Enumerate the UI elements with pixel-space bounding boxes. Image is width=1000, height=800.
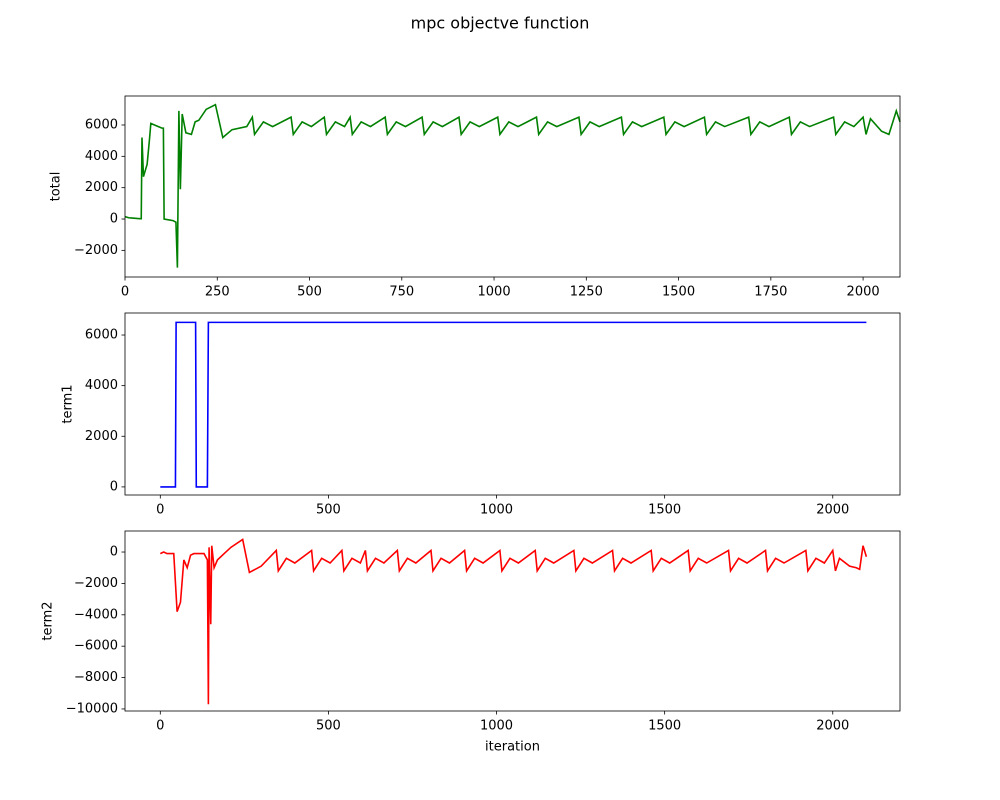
x-tick-label: 2000 — [816, 719, 849, 734]
x-tick-label: 500 — [297, 285, 322, 300]
y-tick-label: 0 — [110, 212, 118, 227]
y-tick-label: 2000 — [85, 180, 118, 195]
y-tick-label: 2000 — [85, 429, 118, 444]
x-tick-label: 0 — [121, 285, 129, 300]
y-tick-label: 4000 — [85, 378, 118, 393]
y-tick-label: 6000 — [85, 117, 118, 132]
line-series — [124, 103, 901, 268]
x-tick-label: 1500 — [662, 285, 695, 300]
x-tick-label: 2000 — [816, 503, 849, 518]
line-series — [160, 321, 867, 488]
axes-frame — [124, 95, 901, 278]
x-tick-label: 1000 — [478, 285, 511, 300]
line-series — [159, 538, 868, 705]
y-tick-label: −6000 — [74, 639, 118, 654]
y-tick-label: −2000 — [74, 243, 118, 258]
y-axis-label: term2 — [41, 601, 56, 640]
axes-frame — [124, 312, 901, 496]
y-tick-label: 0 — [110, 479, 118, 494]
x-tick-label: 1000 — [480, 719, 513, 734]
y-tick-label: −8000 — [74, 670, 118, 685]
x-tick-label: 1500 — [648, 719, 681, 734]
x-tick-label: 2000 — [847, 285, 880, 300]
y-axis-label: term1 — [61, 384, 76, 423]
axes-frame — [124, 530, 901, 712]
y-tick-label: −2000 — [74, 576, 118, 591]
x-tick-label: 500 — [316, 503, 341, 518]
x-tick-label: 750 — [389, 285, 414, 300]
x-tick-label: 1000 — [480, 503, 513, 518]
x-tick-label: 0 — [156, 719, 164, 734]
x-tick-label: 1500 — [648, 503, 681, 518]
x-tick-label: 1250 — [570, 285, 603, 300]
x-tick-label: 250 — [205, 285, 230, 300]
figure-title: mpc objectve function — [411, 14, 590, 33]
y-tick-label: −4000 — [74, 607, 118, 622]
y-axis-label: total — [49, 172, 64, 202]
x-tick-label: 500 — [316, 719, 341, 734]
x-tick-label: 0 — [156, 503, 164, 518]
x-tick-label: 1750 — [754, 285, 787, 300]
x-axis-label: iteration — [485, 740, 540, 755]
y-tick-label: 4000 — [85, 149, 118, 164]
y-tick-label: 6000 — [85, 328, 118, 343]
y-tick-label: 0 — [110, 545, 118, 560]
y-tick-label: −10000 — [66, 701, 118, 716]
